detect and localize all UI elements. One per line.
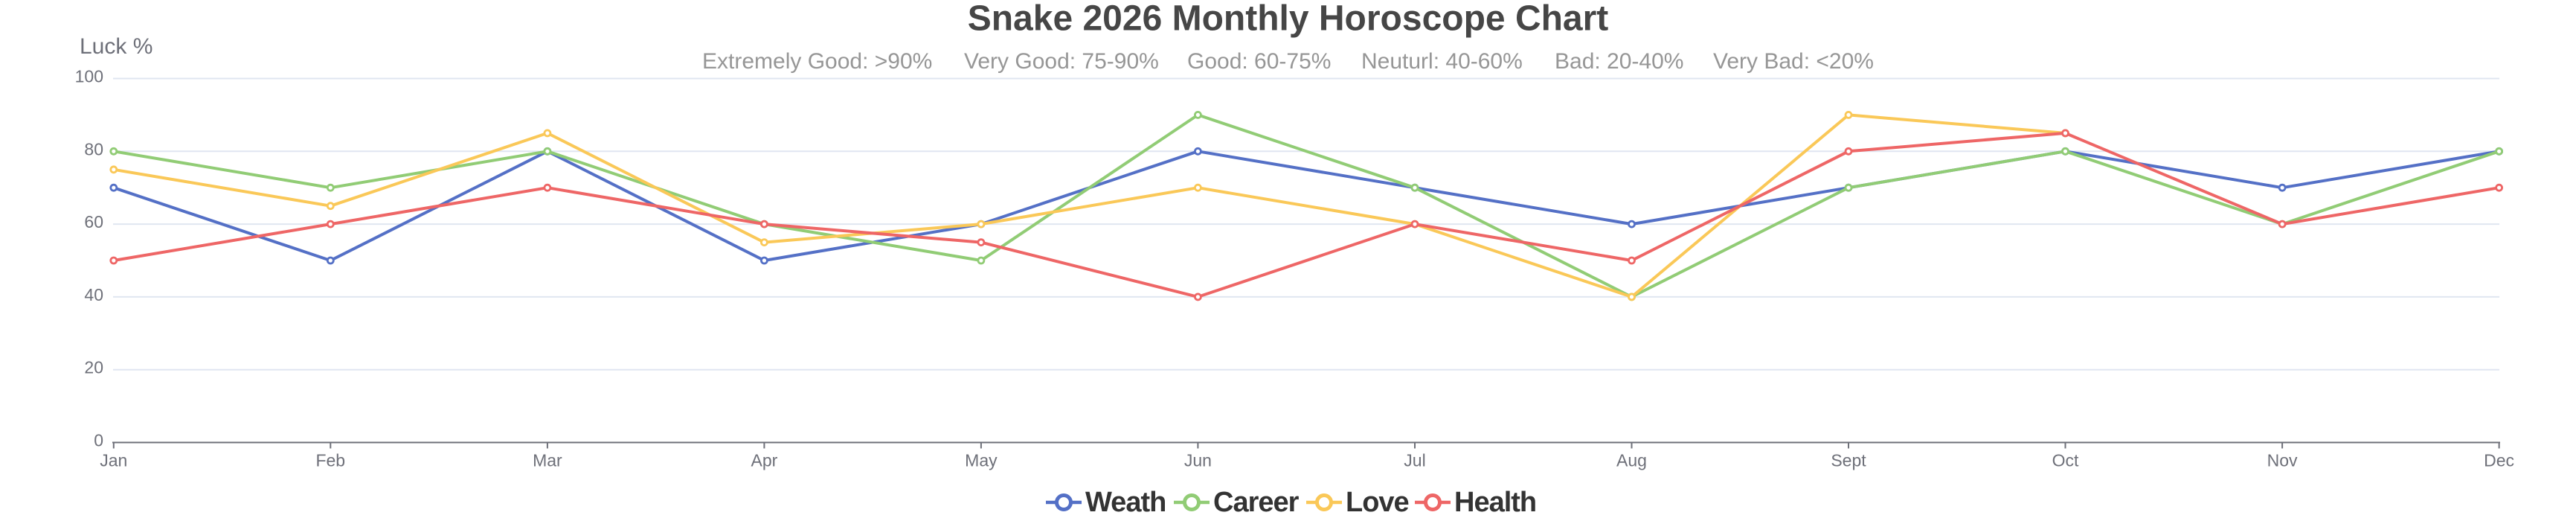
- svg-text:Oct: Oct: [2052, 451, 2079, 470]
- svg-text:Apr: Apr: [751, 451, 778, 470]
- svg-text:Jul: Jul: [1404, 451, 1425, 470]
- svg-text:Extremely Good: >90%: Extremely Good: >90%: [702, 49, 932, 74]
- svg-text:Neuturl: 40-60%: Neuturl: 40-60%: [1361, 49, 1523, 74]
- svg-text:Sept: Sept: [1831, 451, 1866, 470]
- svg-text:Career: Career: [1213, 487, 1300, 518]
- svg-text:Love: Love: [1346, 487, 1409, 518]
- svg-text:Luck %: Luck %: [80, 34, 152, 59]
- svg-text:Good: 60-75%: Good: 60-75%: [1187, 49, 1331, 74]
- svg-text:Aug: Aug: [1616, 451, 1647, 470]
- svg-text:Jan: Jan: [100, 451, 127, 470]
- svg-text:Health: Health: [1454, 487, 1536, 518]
- svg-text:20: 20: [84, 358, 103, 377]
- svg-text:Mar: Mar: [533, 451, 562, 470]
- svg-text:Feb: Feb: [315, 451, 345, 470]
- svg-text:Nov: Nov: [2267, 451, 2298, 470]
- svg-text:Weath: Weath: [1085, 487, 1166, 518]
- svg-text:40: 40: [84, 285, 103, 304]
- svg-text:Very Good: 75-90%: Very Good: 75-90%: [964, 49, 1159, 74]
- svg-text:Snake 2026 Monthly Horoscope C: Snake 2026 Monthly Horoscope Chart: [968, 0, 1609, 39]
- svg-text:Very Bad: <20%: Very Bad: <20%: [1713, 49, 1874, 74]
- svg-text:Bad: 20-40%: Bad: 20-40%: [1555, 49, 1683, 74]
- svg-text:Jun: Jun: [1184, 451, 1212, 470]
- svg-text:May: May: [965, 451, 998, 470]
- svg-text:Dec: Dec: [2484, 451, 2514, 470]
- svg-text:60: 60: [84, 212, 103, 231]
- svg-text:100: 100: [75, 67, 103, 86]
- svg-text:80: 80: [84, 139, 103, 159]
- svg-text:0: 0: [94, 431, 103, 450]
